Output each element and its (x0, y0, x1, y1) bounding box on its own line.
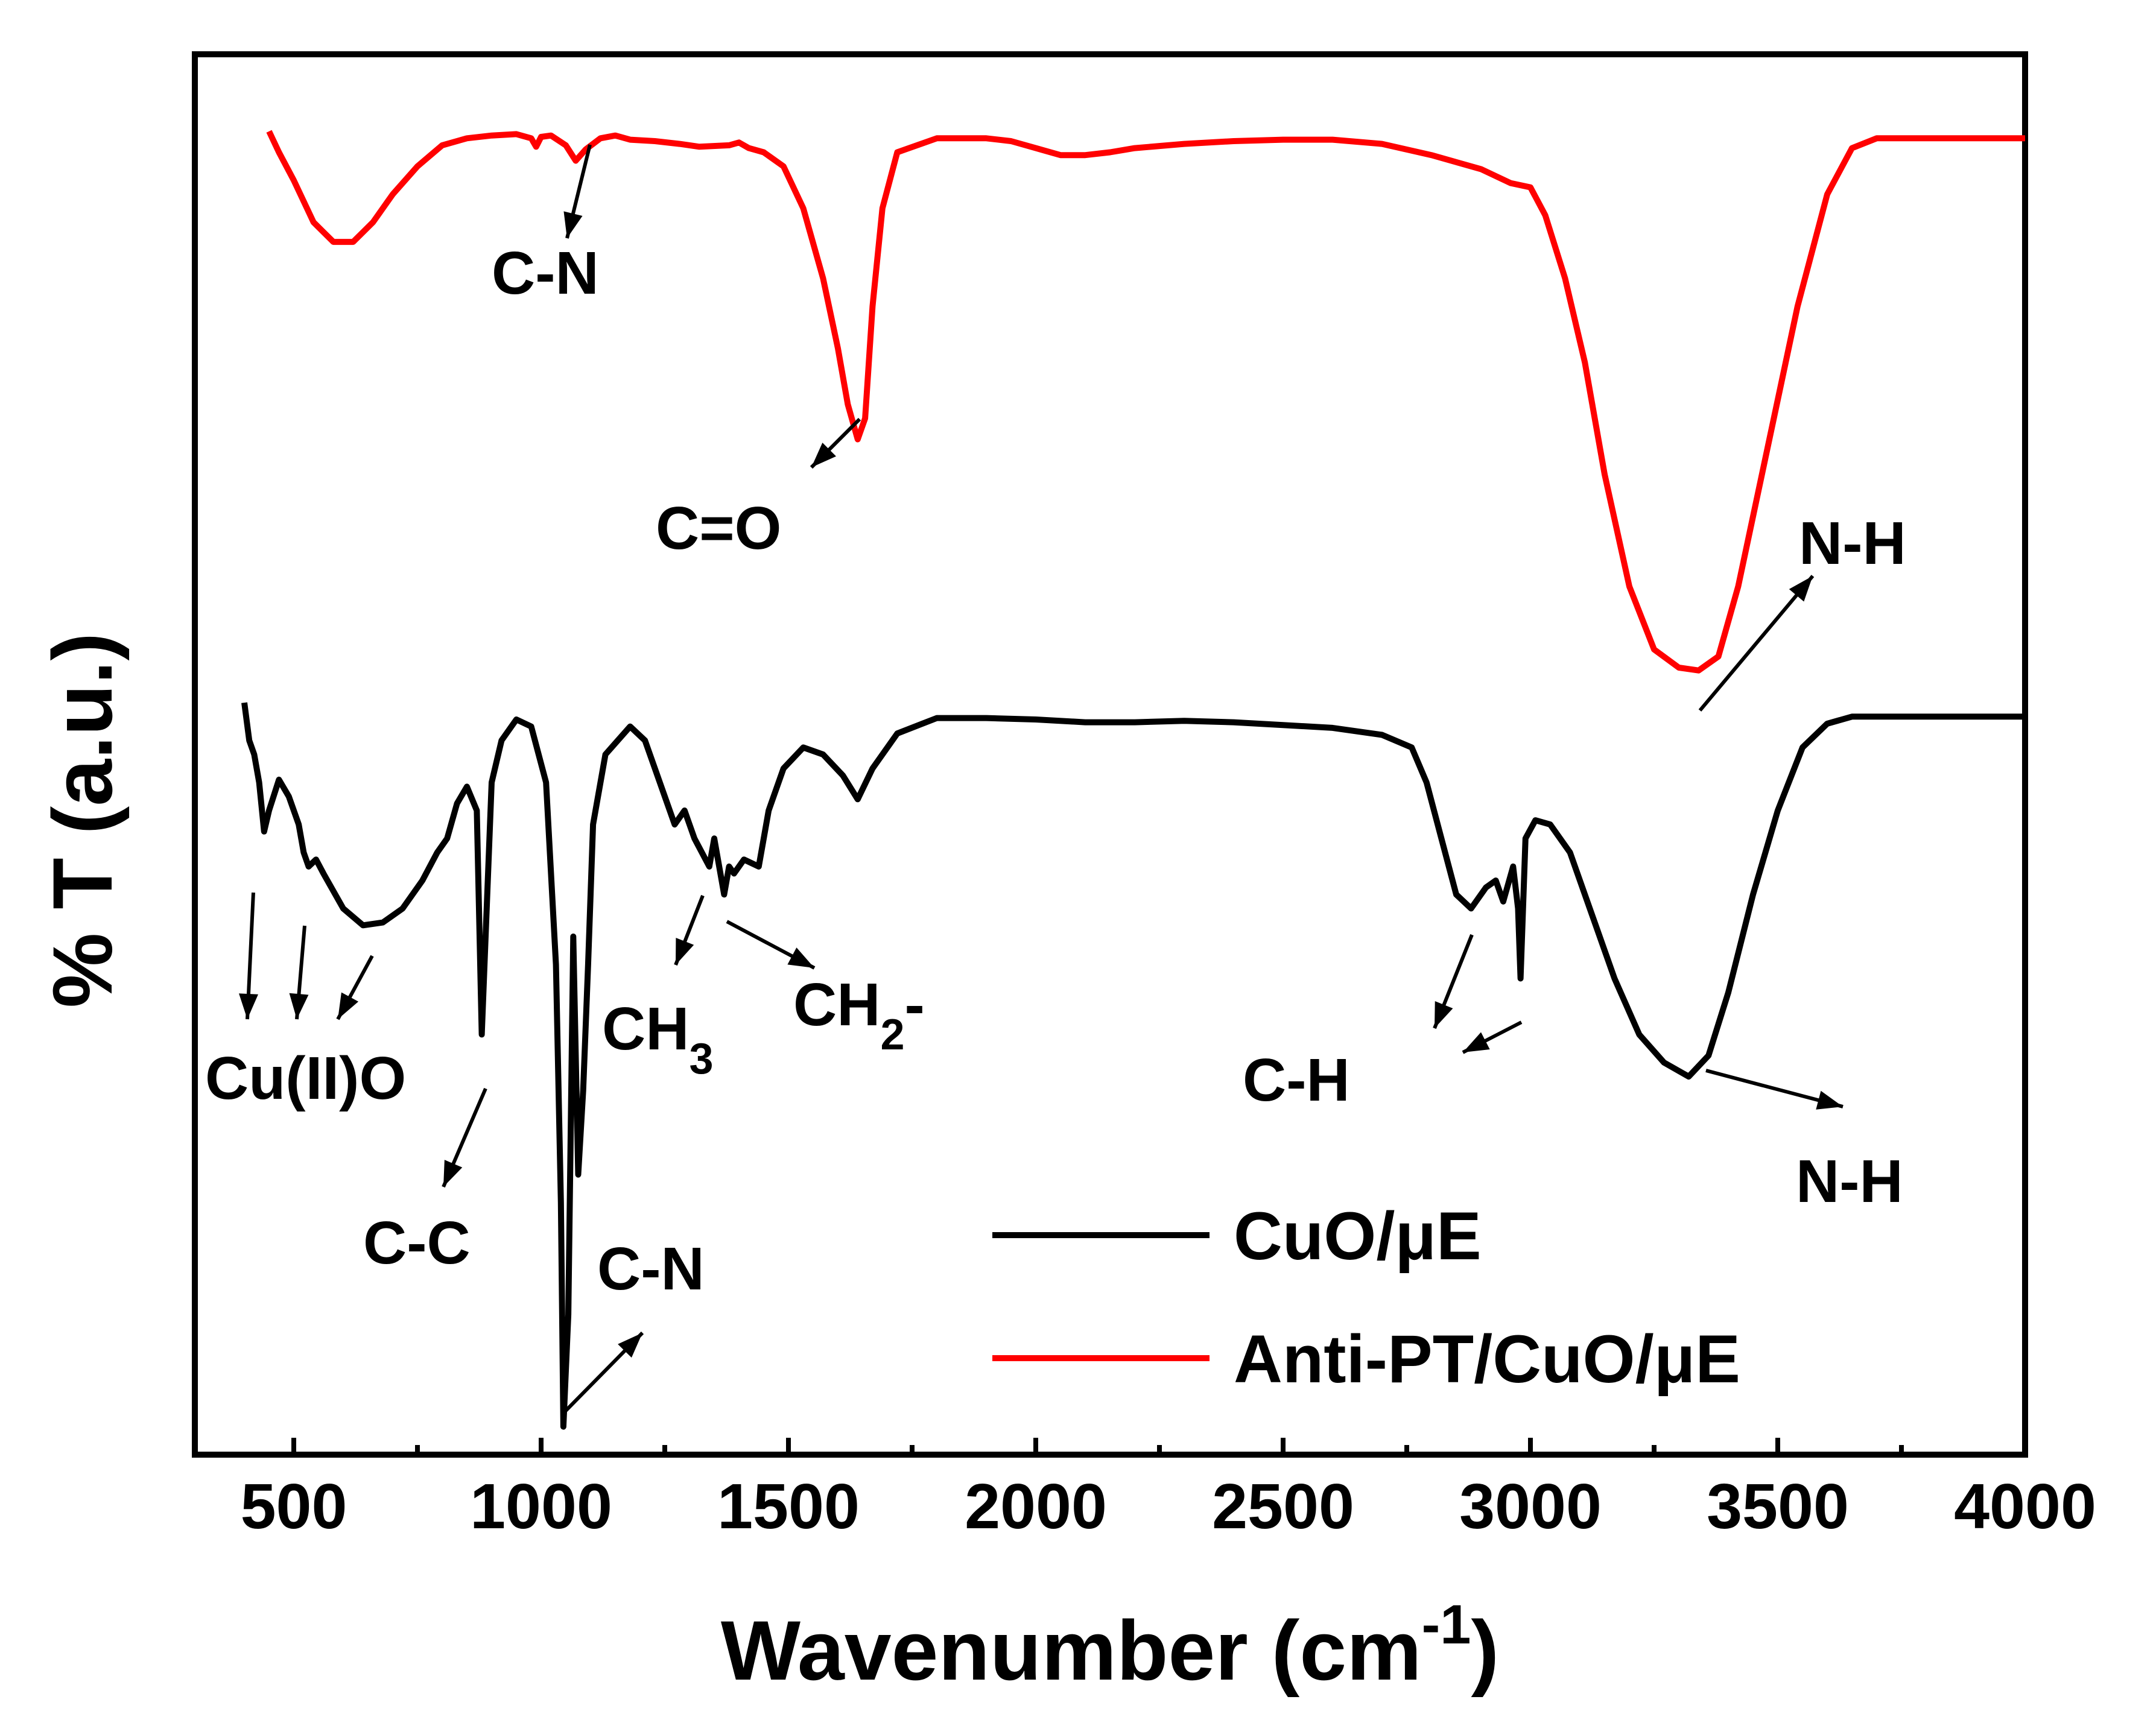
annotation-ch2-main: CH (793, 971, 880, 1039)
annotation-ch3-black: CH3 (602, 995, 713, 1083)
x-tick-label: 2000 (965, 1471, 1107, 1542)
annotation-ch2-tail: - (904, 971, 924, 1039)
x-axis-tick-labels: 500 1000 1500 2000 2500 3000 3500 4000 (241, 1471, 2096, 1542)
x-axis-title-main: Wavenumber (cm (721, 1603, 1422, 1698)
x-tick-label: 500 (241, 1471, 347, 1542)
annotation-ch-black: C-H (1243, 1046, 1350, 1114)
annotation-arrow-head (811, 442, 837, 467)
annotation-co-red: C=O (656, 495, 781, 562)
annotation-arrow-line (1698, 575, 1815, 712)
peak-arrows (239, 144, 1844, 1414)
annotation-arrow-head (1463, 1032, 1490, 1052)
annotation-ch2-sub: 2 (880, 1011, 904, 1059)
annotation-arrow-head (563, 211, 583, 238)
annotation-arrow-head (338, 992, 359, 1019)
x-tick-label: 1500 (717, 1471, 860, 1542)
x-axis-title-sup: -1 (1422, 1594, 1471, 1655)
annotation-arrow-head (676, 938, 694, 965)
annotation-ch3-main: CH (602, 995, 689, 1063)
series-line-cuo (241, 702, 2025, 1430)
annotation-cuo-black: Cu(II)O (205, 1045, 406, 1112)
x-tick-label: 2500 (1212, 1471, 1354, 1542)
annotation-arrow-head (787, 947, 814, 968)
annotation-cn-red: C-N (492, 239, 599, 307)
x-axis-ticks (291, 1438, 2028, 1455)
x-tick-label: 4000 (1954, 1471, 2096, 1542)
annotation-arrow-head (289, 993, 309, 1019)
annotation-arrow-head (239, 993, 258, 1019)
legend-label-cuo: CuO/μE (1234, 1198, 1482, 1274)
annotation-ch2-black: CH2- (793, 971, 925, 1059)
annotation-arrow-head (1789, 576, 1813, 602)
plot-frame (192, 51, 2028, 1458)
y-axis-title: % T (a.u.) (35, 633, 130, 1008)
annotation-arrow-head (1435, 1001, 1453, 1028)
annotation-arrow-head (443, 1160, 463, 1187)
legend: CuO/μE Anti-PT/CuO/μE (992, 1198, 1740, 1397)
annotation-arrow-head (1816, 1090, 1843, 1110)
series-line-anti-pt (266, 130, 2025, 674)
annotation-cn-black: C-N (597, 1235, 705, 1303)
spectra (241, 130, 2025, 1430)
x-tick-label: 3500 (1707, 1471, 1849, 1542)
x-axis-title-end: ) (1471, 1603, 1499, 1698)
x-tick-label: 1000 (470, 1471, 612, 1542)
legend-label-anti-pt: Anti-PT/CuO/μE (1234, 1321, 1740, 1397)
x-tick-label: 3000 (1459, 1471, 1602, 1542)
x-axis-title: Wavenumber (cm-1) (721, 1594, 1499, 1698)
annotation-arrow-head (618, 1333, 642, 1358)
annotation-ch3-sub: 3 (689, 1035, 713, 1083)
annotation-cc-black: C-C (363, 1209, 471, 1277)
annotation-nh-red: N-H (1799, 510, 1906, 577)
annotation-nh-black: N-H (1796, 1148, 1903, 1215)
